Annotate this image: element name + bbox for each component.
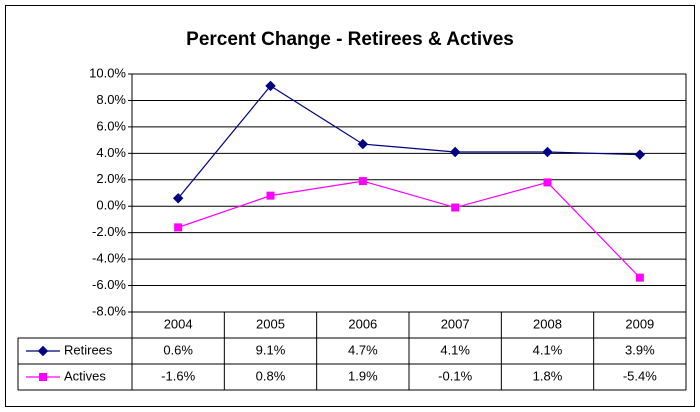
x-tick-label: 2004 bbox=[164, 316, 193, 331]
chart-title: Percent Change - Retirees & Actives bbox=[186, 29, 514, 50]
data-point bbox=[266, 191, 275, 200]
data-label: 4.1% bbox=[533, 342, 563, 357]
y-tick-label: -6.0% bbox=[92, 277, 126, 292]
data-label: 0.8% bbox=[256, 368, 286, 383]
data-label: 3.9% bbox=[625, 342, 655, 357]
data-point bbox=[542, 146, 553, 158]
series-line bbox=[177, 85, 640, 199]
data-point bbox=[451, 203, 460, 212]
x-tick-label: 2008 bbox=[533, 316, 562, 331]
legend-label: Retirees bbox=[64, 342, 113, 357]
y-tick-label: -8.0% bbox=[92, 303, 126, 318]
data-point bbox=[172, 193, 184, 204]
data-label: 1.9% bbox=[348, 368, 378, 383]
y-tick-label: -2.0% bbox=[92, 224, 126, 239]
data-point bbox=[265, 80, 276, 92]
y-tick-label: 8.0% bbox=[96, 92, 126, 107]
y-tick-label: -4.0% bbox=[92, 251, 126, 266]
data-point bbox=[449, 146, 461, 158]
x-tick-label: 2006 bbox=[348, 316, 377, 331]
data-point bbox=[357, 138, 369, 150]
y-tick-label: 4.0% bbox=[96, 145, 126, 160]
data-label: 4.7% bbox=[348, 342, 378, 357]
y-tick-label: 2.0% bbox=[96, 171, 126, 186]
x-tick-label: 2009 bbox=[625, 316, 654, 331]
data-point bbox=[358, 177, 367, 186]
legend-label: Actives bbox=[64, 368, 106, 383]
data-label: -5.4% bbox=[623, 368, 657, 383]
x-tick-label: 2007 bbox=[441, 316, 470, 331]
data-point bbox=[635, 273, 644, 282]
data-label: -0.1% bbox=[438, 368, 472, 383]
data-point bbox=[543, 178, 552, 187]
series-line bbox=[177, 180, 641, 279]
data-point bbox=[174, 223, 183, 232]
data-label: 9.1% bbox=[256, 342, 286, 357]
y-tick-label: 0.0% bbox=[96, 198, 126, 213]
legend-marker bbox=[39, 373, 47, 381]
y-tick-label: 6.0% bbox=[96, 118, 126, 133]
data-point bbox=[634, 149, 646, 160]
x-tick-label: 2005 bbox=[256, 316, 285, 331]
data-label: 4.1% bbox=[440, 342, 470, 357]
data-label: 0.6% bbox=[163, 342, 193, 357]
y-tick-label: 10.0% bbox=[89, 65, 126, 80]
data-label: -1.6% bbox=[161, 368, 195, 383]
legend-marker bbox=[37, 345, 49, 357]
data-label: 1.8% bbox=[533, 368, 563, 383]
